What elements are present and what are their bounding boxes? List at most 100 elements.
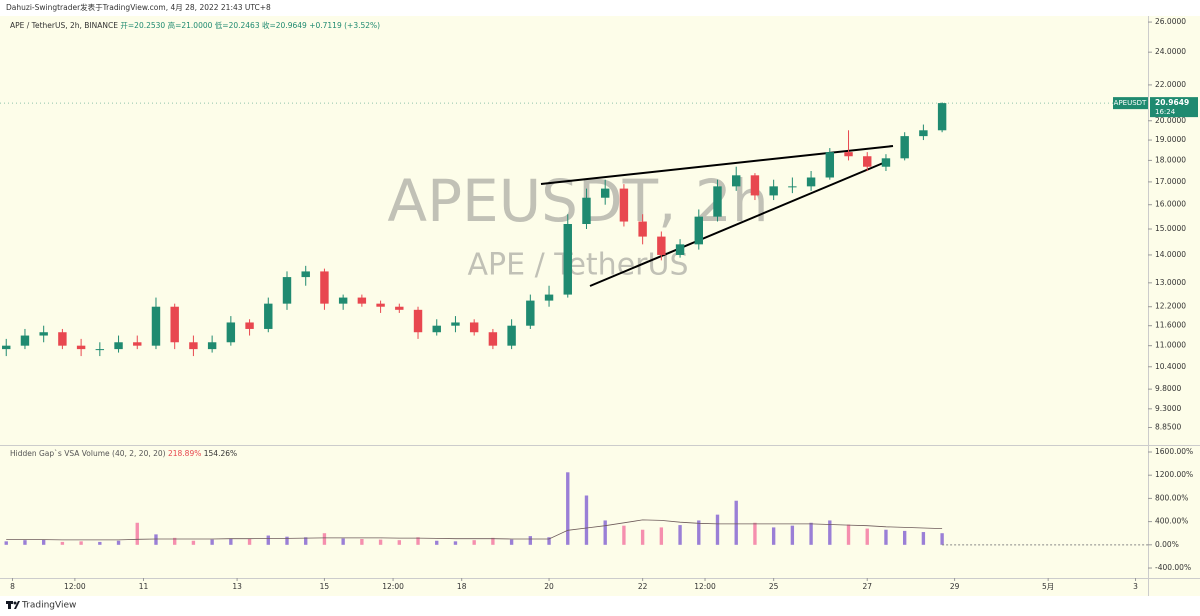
volume-bar: [622, 525, 626, 545]
candle-body: [338, 297, 348, 304]
candle-body: [151, 306, 161, 346]
x-tick-label: 5月: [1042, 582, 1054, 591]
candle-body: [432, 325, 441, 333]
candle-body: [395, 306, 404, 310]
y-tick-label: 17.0000: [1155, 177, 1186, 186]
candle-body: [919, 130, 928, 137]
y-tick-label: 1200.00%: [1155, 470, 1193, 479]
y-tick-label: 0.00%: [1155, 540, 1179, 549]
volume-bar: [378, 539, 383, 545]
candle-body: [245, 322, 254, 329]
candle-body: [600, 188, 610, 198]
candle-body: [750, 175, 760, 196]
change: +0.7119 (+3.52%): [309, 21, 380, 30]
y-tick-label: 11.0000: [1155, 341, 1186, 350]
x-tick-label: 12:00: [382, 582, 404, 591]
x-tick-label: 25: [769, 582, 779, 591]
logo: [6, 601, 20, 609]
candle-body: [2, 345, 11, 350]
y-tick-label: 14.0000: [1155, 250, 1186, 259]
y-tick-label: 16.0000: [1155, 200, 1186, 209]
candle-body: [282, 277, 292, 304]
candle-body: [114, 342, 123, 350]
candle-body: [769, 186, 778, 196]
volume-bar: [790, 525, 795, 545]
candle-body: [39, 332, 48, 336]
y-tick-label: 24.0000: [1155, 47, 1186, 56]
volume-bar: [435, 540, 439, 545]
candle-body: [226, 322, 236, 343]
candle-body: [563, 224, 572, 295]
candle-body: [301, 271, 310, 278]
x-tick-label: 8: [10, 582, 15, 591]
y-tick-label: 1600.00%: [1155, 447, 1193, 456]
volume-bar: [509, 539, 514, 545]
candle-body: [357, 297, 367, 304]
volume-bar: [135, 522, 139, 545]
y-tick-label: 9.8000: [1155, 384, 1181, 393]
volume-bar: [584, 495, 589, 545]
ohlc-close: 收=20.9649: [262, 20, 307, 30]
y-tick-label: 20.0000: [1155, 116, 1186, 125]
x-tick-label: 27: [862, 582, 872, 591]
volume-bar: [828, 520, 832, 545]
volume-bar: [771, 527, 776, 545]
volume-bar: [846, 524, 851, 545]
publisher: Dahuzi-Swingtrader发表于TradingView.com, 4月…: [6, 2, 271, 12]
volume-bar: [528, 536, 533, 545]
symbol-line: APE / TetherUS, 2h, BINANCE: [10, 21, 118, 30]
y-tick-label: 26.0000: [1155, 17, 1186, 26]
candle-body: [806, 177, 816, 187]
volume-bar: [360, 539, 364, 545]
candle-body: [469, 322, 479, 333]
y-tick-label: 800.00%: [1155, 493, 1188, 502]
legend: APE / TetherUS, 2h, BINANCE 开=20.2530 高=…: [10, 20, 380, 30]
price-tag-symbol: APEUSDT: [1114, 99, 1147, 107]
volume-bar: [547, 537, 551, 545]
indicator-value: 218.89%: [168, 449, 201, 458]
x-tick-label: 13: [232, 582, 242, 591]
watermark-name: APE / TetherUS: [467, 248, 688, 283]
volume-bar: [865, 528, 869, 545]
x-tick-label: 3: [1133, 582, 1138, 591]
y-tick-label: 15.0000: [1155, 224, 1186, 233]
trend-line: [589, 160, 889, 287]
volume-bar: [41, 539, 46, 545]
volume-bar: [491, 537, 495, 545]
x-tick-label: 12:00: [694, 582, 716, 591]
volume-legend: Hidden Gap`s VSA Volume (40, 2, 20, 20) …: [10, 449, 237, 458]
candle-body: [582, 197, 591, 225]
volume-bar: [678, 525, 682, 545]
volume-bar: [884, 529, 888, 545]
candle-body: [713, 186, 722, 217]
volume-bar: [921, 532, 926, 545]
volume-bar: [472, 540, 476, 545]
volume-bar: [603, 520, 607, 545]
x-tick-label: 12:00: [64, 582, 86, 591]
y-tick-label: 12.2000: [1155, 302, 1186, 311]
candle-body: [413, 309, 423, 333]
candle-body: [694, 216, 703, 245]
candle-body: [451, 322, 460, 326]
x-tick-label: 11: [139, 582, 149, 591]
candle-body: [619, 188, 629, 222]
footer-brand: TradingView: [21, 601, 76, 611]
x-tick-label: 15: [320, 582, 330, 591]
y-tick-label: 10.4000: [1155, 362, 1186, 371]
chart-background: [0, 16, 1200, 596]
candle-body: [76, 345, 86, 350]
volume-bar: [23, 540, 27, 545]
candle-body: [20, 335, 30, 346]
volume-bar: [453, 541, 458, 545]
candle-body: [207, 342, 217, 350]
volume-bar: [60, 541, 65, 545]
ohlc-high: 高=21.0000: [168, 20, 213, 30]
candle-body: [526, 300, 535, 326]
candle-body: [844, 152, 853, 157]
volume-bar: [173, 537, 177, 545]
candle-body: [488, 332, 498, 346]
volume-bar: [640, 529, 645, 545]
candle-body: [170, 306, 179, 343]
trend-line: [540, 145, 894, 185]
